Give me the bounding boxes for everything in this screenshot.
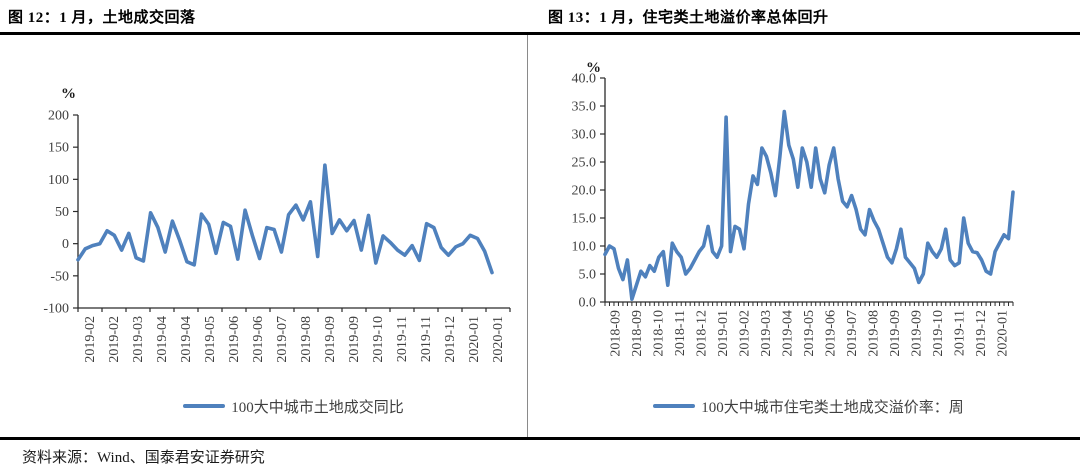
x-tick-label: 2019-03 [131,316,146,363]
legend-right: 100大中城市住宅类土地成交溢价率：周 [527,392,1080,420]
x-tick-label: 2019-07 [275,316,290,363]
x-tick-label: 2019-07 [845,310,860,357]
legend-label: 100大中城市住宅类土地成交溢价率：周 [701,399,964,416]
x-tick-label: 2019-04 [781,310,796,357]
data-source-note: 资料来源：Wind、国泰君安证券研究 [22,450,265,466]
x-tick-label: 2019-11 [952,310,967,356]
x-tick-label: 2019-02 [738,310,753,357]
x-tick-label: 2019-01 [716,310,731,357]
x-tick-label: 2019-06 [823,310,838,357]
land-transaction-chart-panel: % 200 150 100 50 0 -50 -100 2019-02 2019-02 2019-0… [0,40,527,435]
x-tick-label: 2018-12 [695,310,710,357]
y-tick-label: 200 [48,109,69,124]
x-tick-label: 2019-12 [974,310,989,357]
y-tick-label: 40.0 [572,72,597,87]
x-tick-label: 2018-11 [673,310,688,356]
x-tick-label: 2019-06 [251,316,266,363]
series-line [76,163,494,275]
x-tick-label: 2019-05 [802,310,817,357]
x-tick-label: 2019-09 [347,316,362,363]
x-tick-label: 2018-09 [609,310,624,357]
title-underline-rule [0,32,1080,35]
x-tick-label: 2020-01 [995,310,1010,357]
legend-line-marker [183,404,226,408]
y-tick-label: -100 [43,302,69,317]
panel-divider-line [527,35,528,437]
y-tick-label: 5.0 [579,268,597,283]
x-tick-label: 2019-03 [759,310,774,357]
x-tick-label: 2019-12 [443,316,458,363]
y-tick-label: 30.0 [572,128,597,143]
x-tick-label: 2019-10 [371,316,386,363]
y-axis-unit-label: % [586,60,601,76]
y-tick-label: 0 [62,237,69,252]
x-tick-label: 2019-04 [179,316,194,363]
x-tick-label: 2019-08 [866,310,881,357]
y-tick-label: 0.0 [579,296,597,311]
y-tick-label: 35.0 [572,100,597,115]
x-tick-label: 2019-08 [299,316,314,363]
y-tick-label: 100 [48,173,69,188]
y-tick-label: 15.0 [572,212,597,227]
y-tick-label: -50 [50,269,69,284]
x-tick-label: 2019-04 [155,316,170,363]
x-tick-label: 2019-10 [931,310,946,357]
x-tick-label: 2019-05 [203,316,218,363]
land-premium-rate-line-chart: %40.0 35.0 30.0 25.0 20.0 15.0 10.0 5.0 0.0 2018-… [572,60,1015,357]
x-tick-label: 2019-06 [227,316,242,363]
x-tick-label: 2019-02 [107,316,122,363]
y-tick-label: 20.0 [572,184,597,199]
legend-left: 100大中城市土地成交同比 [0,392,527,420]
y-tick-label: 25.0 [572,156,597,171]
figure12-title: 图 12：1 月，土地成交回落 [8,10,196,26]
land-premium-chart-panel: % 40.0 35.0 30.0 25.0 20.0 15.0 10.0 5.0 0.0 2018-… [527,40,1080,435]
legend-line-marker [653,404,696,408]
x-tick-label: 2019-09 [888,310,903,357]
footer-rule [0,437,1080,440]
figure13-title: 图 13：1 月，住宅类土地溢价率总体回升 [548,10,829,26]
y-axis-unit-label: % [61,86,76,102]
x-tick-label: 2019-02 [83,316,98,363]
y-tick-label: 10.0 [572,240,597,255]
x-tick-label: 2020-01 [491,316,506,363]
x-tick-label: 2019-09 [323,316,338,363]
y-tick-label: 150 [48,141,69,156]
y-tick-label: 50 [55,205,69,220]
x-tick-label: 2019-09 [909,310,924,357]
legend-label: 100大中城市土地成交同比 [231,399,404,416]
x-tick-label: 2019-11 [419,316,434,362]
x-tick-label: 2018-10 [652,310,667,357]
land-transaction-yoy-line-chart: % 200 150 100 50 0 -50 -100 2019-02 2019-02 2019-0… [43,86,511,363]
x-tick-label: 2019-11 [395,316,410,362]
series-line [603,109,1015,302]
x-tick-label: 2018-09 [630,310,645,357]
x-tick-label: 2020-01 [467,316,482,363]
